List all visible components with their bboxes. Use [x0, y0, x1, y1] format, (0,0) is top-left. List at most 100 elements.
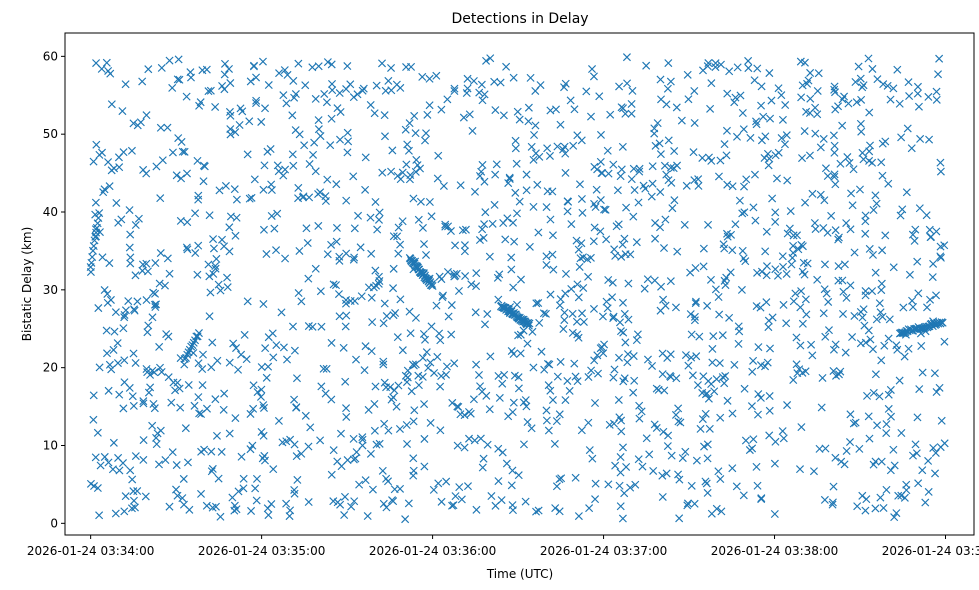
- detection-point: [249, 61, 258, 70]
- track-point: [189, 338, 198, 347]
- detection-point: [660, 161, 669, 170]
- detection-point: [239, 484, 248, 493]
- detection-point: [97, 64, 106, 73]
- detection-point: [375, 208, 384, 217]
- detection-point: [144, 65, 153, 74]
- detection-point: [521, 396, 530, 405]
- detection-point: [323, 175, 332, 184]
- detection-point: [797, 93, 806, 102]
- detection-point: [914, 289, 923, 298]
- detection-point: [335, 89, 344, 98]
- detection-point: [617, 165, 626, 174]
- detection-point: [139, 455, 148, 464]
- detection-point: [762, 227, 771, 236]
- detection-point: [761, 362, 770, 371]
- detection-point: [908, 230, 917, 239]
- detection-point: [618, 443, 627, 452]
- detection-point: [600, 205, 609, 214]
- track-point: [525, 319, 534, 328]
- detection-point: [703, 454, 712, 463]
- detection-point: [243, 150, 252, 159]
- detection-point: [293, 475, 302, 484]
- detection-point: [738, 108, 747, 118]
- detection-point: [596, 196, 605, 205]
- detection-point: [848, 201, 857, 210]
- detection-point: [534, 299, 543, 308]
- detection-point: [461, 272, 470, 281]
- detection-point: [454, 286, 463, 296]
- detection-point: [560, 308, 569, 317]
- detection-point: [878, 312, 887, 321]
- y-tick-label: 10: [43, 438, 58, 452]
- detection-point: [664, 431, 673, 440]
- detection-point: [661, 215, 670, 224]
- detection-point: [322, 98, 331, 107]
- detection-point: [342, 412, 351, 421]
- detection-point: [433, 174, 442, 183]
- detection-point: [834, 102, 843, 111]
- detection-point: [725, 313, 734, 322]
- detection-point: [742, 175, 751, 184]
- detection-point: [358, 433, 367, 442]
- detection-point: [109, 438, 118, 447]
- detection-point: [649, 466, 658, 475]
- detection-point: [601, 205, 610, 214]
- detection-point: [389, 264, 398, 273]
- detection-point: [811, 225, 820, 234]
- detection-point: [701, 409, 710, 418]
- detection-point: [666, 372, 675, 382]
- detection-point: [129, 401, 138, 410]
- detection-point: [834, 233, 843, 242]
- detection-point: [183, 458, 192, 467]
- detection-point: [680, 220, 689, 229]
- detection-point: [591, 495, 600, 504]
- detection-point: [912, 449, 921, 458]
- detection-point: [448, 501, 457, 510]
- detection-point: [540, 365, 549, 374]
- detection-point: [245, 194, 254, 203]
- detection-point: [267, 211, 276, 220]
- detection-point: [216, 512, 225, 521]
- detection-point: [596, 227, 605, 236]
- detection-point: [268, 329, 277, 338]
- detection-point: [590, 223, 599, 232]
- detection-point: [792, 333, 801, 342]
- detection-point: [291, 126, 300, 135]
- detection-point: [585, 504, 594, 513]
- detection-point: [668, 204, 677, 213]
- x-axis-label: Time (UTC): [486, 567, 553, 581]
- detection-point: [316, 188, 325, 197]
- detection-point: [528, 327, 537, 336]
- detection-point: [667, 178, 676, 187]
- detection-point: [414, 215, 423, 224]
- detection-point: [290, 395, 299, 404]
- detection-point: [115, 163, 124, 172]
- detection-point: [294, 289, 303, 298]
- detection-point: [341, 322, 350, 331]
- detection-point: [573, 377, 582, 386]
- detection-point: [637, 407, 646, 416]
- detection-point: [857, 127, 866, 136]
- detection-point: [771, 217, 780, 226]
- detection-point: [269, 465, 278, 474]
- detection-point: [264, 511, 273, 520]
- detection-point: [94, 304, 103, 313]
- detection-point: [202, 65, 211, 74]
- detection-point: [772, 174, 781, 183]
- detection-point: [766, 344, 775, 353]
- detection-point: [756, 303, 765, 312]
- detection-point: [829, 131, 838, 140]
- detection-point: [531, 86, 540, 95]
- detection-point: [168, 83, 177, 92]
- detection-point: [527, 424, 536, 433]
- detection-point: [477, 167, 486, 176]
- detection-point: [493, 273, 502, 282]
- detection-point: [643, 275, 652, 284]
- detection-point: [224, 64, 233, 73]
- detection-point: [238, 107, 247, 116]
- detection-point: [620, 234, 629, 243]
- detection-point: [574, 512, 583, 521]
- detection-point: [120, 310, 129, 319]
- detection-point: [176, 216, 185, 225]
- detection-point: [606, 110, 615, 119]
